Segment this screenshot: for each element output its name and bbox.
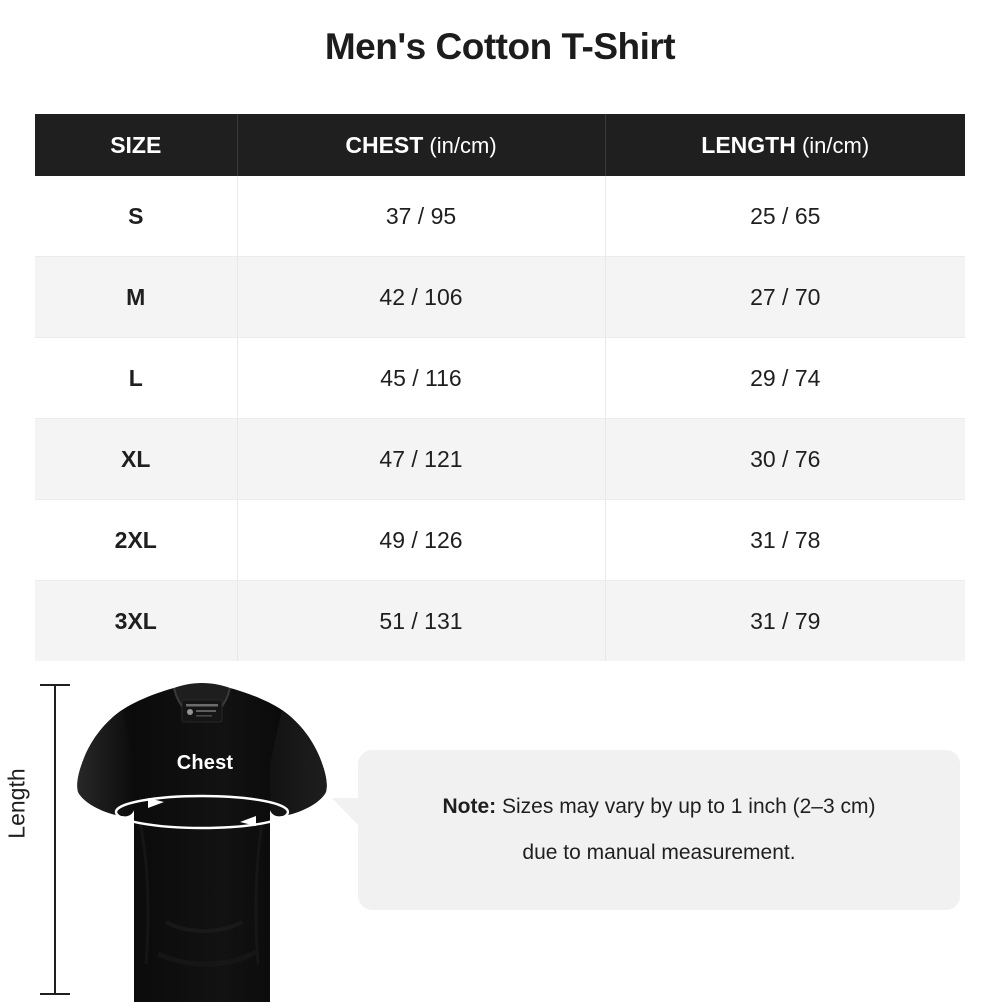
cell-length: 31 / 79 [605,580,965,661]
note-prefix: Note: [442,795,497,818]
size-chart-table: SIZE CHEST (in/cm) LENGTH (in/cm) S 37 /… [35,114,965,661]
cell-size: M [35,256,238,338]
tshirt-illustration [70,672,332,1002]
cell-chest: 51 / 131 [237,580,606,661]
table-row: S 37 / 95 25 / 65 [35,176,965,257]
column-header-size: SIZE [35,114,238,176]
column-header-length-unit: (in/cm) [795,132,870,158]
column-header-chest-unit: (in/cm) [423,132,497,158]
cell-size: S [35,176,238,257]
cell-length: 29 / 74 [605,337,965,419]
cell-size: XL [35,418,238,500]
cell-size: 2XL [35,499,238,581]
cell-chest: 47 / 121 [237,418,606,500]
cell-length: 30 / 76 [605,418,965,500]
note-callout: Note: Sizes may vary by up to 1 inch (2–… [332,750,960,910]
cell-length: 25 / 65 [605,176,965,257]
page-title: Men's Cotton T-Shirt [324,26,676,67]
table-header-row: SIZE CHEST (in/cm) LENGTH (in/cm) [35,114,965,176]
length-measurement-label: Length [3,768,30,839]
table-row: L 45 / 116 29 / 74 [35,337,965,419]
table-row: M 42 / 106 27 / 70 [35,256,965,338]
note-line-1-text: Sizes may vary by up to 1 inch (2–3 cm) [496,795,876,818]
note-line-1: Note: Sizes may vary by up to 1 inch (2–… [443,784,876,830]
column-header-length-label: LENGTH [701,131,796,158]
column-header-chest: CHEST (in/cm) [237,114,606,176]
table-row: XL 47 / 121 30 / 76 [35,418,965,500]
note-callout-tail-icon [332,798,359,826]
cell-chest: 49 / 126 [237,499,606,581]
cell-length: 31 / 78 [605,499,965,581]
table-row: 2XL 49 / 126 31 / 78 [35,499,965,581]
cell-size: 3XL [35,580,238,661]
length-bracket-line [54,684,56,995]
cell-chest: 45 / 116 [237,337,606,419]
table-header: SIZE CHEST (in/cm) LENGTH (in/cm) [35,114,965,176]
cell-size: L [35,337,238,419]
note-line-2: due to manual measurement. [522,841,796,864]
cell-chest: 37 / 95 [237,176,606,257]
measurement-diagram: Length [0,660,1000,1002]
cell-chest: 42 / 106 [237,256,606,338]
column-header-chest-label: CHEST [345,131,424,158]
length-bracket-icon [38,678,72,1000]
chest-measurement-label: Chest [176,752,234,774]
column-header-size-label: SIZE [110,131,162,158]
cell-length: 27 / 70 [605,256,965,338]
length-bracket-bottom-cap [40,993,70,995]
column-header-length: LENGTH (in/cm) [605,114,965,176]
table-body: S 37 / 95 25 / 65 M 42 / 106 27 / 70 L 4… [35,176,965,661]
table-row: 3XL 51 / 131 31 / 79 [35,580,965,661]
